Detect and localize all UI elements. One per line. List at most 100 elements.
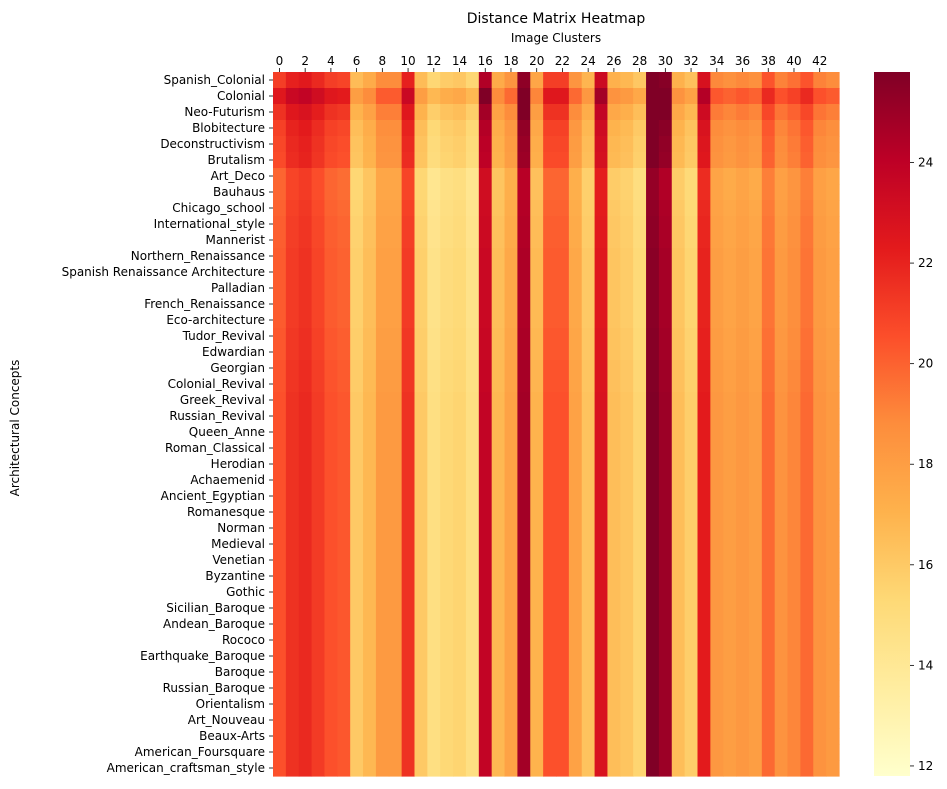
heatmap-cell (736, 616, 750, 633)
heatmap-cell (337, 536, 351, 553)
heatmap-cell (273, 104, 287, 121)
heatmap-cell (684, 216, 699, 233)
heatmap-cell (478, 88, 493, 105)
heatmap-cell (350, 424, 364, 441)
heatmap-cell (697, 376, 711, 393)
heatmap-cell (620, 632, 634, 649)
heatmap-cell (350, 312, 364, 329)
heatmap-cell (761, 232, 776, 249)
heatmap-cell (453, 680, 467, 697)
heatmap-cell (813, 232, 827, 249)
heatmap-cell (273, 120, 287, 137)
heatmap-cell (633, 120, 647, 137)
colorbar-tick-label: 22 (918, 256, 933, 270)
heatmap-cell (748, 728, 763, 745)
heatmap-cell (633, 504, 647, 521)
heatmap-cell (504, 184, 519, 201)
heatmap-cell (440, 376, 454, 393)
heatmap-cell (478, 360, 493, 377)
heatmap-cell (556, 536, 570, 553)
heatmap-cell (388, 104, 403, 121)
heatmap-cell (710, 520, 724, 537)
heatmap-cell (813, 520, 827, 537)
heatmap-cell (530, 536, 544, 553)
heatmap-cell (324, 632, 338, 649)
heatmap-cell (658, 248, 673, 265)
heatmap-cell (658, 168, 673, 185)
heatmap-cell (671, 296, 686, 313)
heatmap-cell (813, 152, 827, 169)
heatmap-cell (375, 712, 390, 729)
heatmap-cell (427, 168, 441, 185)
heatmap-cell (710, 168, 724, 185)
heatmap-cell (311, 504, 326, 521)
heatmap-cell (363, 424, 377, 441)
heatmap-cell (633, 632, 647, 649)
heatmap-cell (646, 728, 660, 745)
heatmap-cell (517, 248, 531, 265)
heatmap-cell (414, 72, 428, 89)
heatmap-cell (504, 264, 519, 281)
heatmap-cell (633, 600, 647, 617)
heatmap-cell (594, 712, 609, 729)
heatmap-cell (311, 344, 326, 361)
heatmap-cell (787, 536, 802, 553)
heatmap-cell (813, 488, 827, 505)
heatmap-cell (311, 616, 326, 633)
heatmap-cell (736, 392, 750, 409)
colorbar-tick-label: 14 (918, 658, 933, 672)
heatmap-cell (568, 744, 583, 761)
heatmap-cell (530, 72, 544, 89)
heatmap-cell (748, 648, 763, 665)
heatmap-cell (273, 200, 287, 217)
heatmap-cell (478, 120, 493, 137)
heatmap-cell (761, 744, 776, 761)
heatmap-cell (453, 152, 467, 169)
heatmap-cell (736, 712, 750, 729)
heatmap-cell (787, 728, 802, 745)
heatmap-cell (530, 360, 544, 377)
heatmap-cell (530, 632, 544, 649)
heatmap-cell (710, 72, 724, 89)
heatmap-cell (440, 296, 454, 313)
heatmap-cell (658, 152, 673, 169)
heatmap-cell (684, 232, 699, 249)
heatmap-cell (363, 392, 377, 409)
heatmap-cell (363, 616, 377, 633)
heatmap-cell (440, 648, 454, 665)
heatmap-cell (453, 760, 467, 777)
heatmap-cell (440, 248, 454, 265)
heatmap-cell (478, 280, 493, 297)
heatmap-cell (504, 536, 519, 553)
heatmap-cell (658, 344, 673, 361)
heatmap-cell (826, 648, 840, 665)
heatmap-cell (671, 520, 686, 537)
heatmap-cell (388, 184, 403, 201)
heatmap-cell (581, 472, 596, 489)
heatmap-cell (324, 616, 338, 633)
heatmap-cell (620, 728, 634, 745)
heatmap-cell (375, 312, 390, 329)
y-tick-label: Ancient_Egyptian (161, 489, 265, 503)
heatmap-cell (530, 488, 544, 505)
heatmap-cell (723, 360, 737, 377)
heatmap-cell (414, 376, 428, 393)
heatmap-cell (453, 216, 467, 233)
heatmap-cell (723, 520, 737, 537)
heatmap-cell (311, 168, 326, 185)
heatmap-cell (273, 392, 287, 409)
heatmap-cell (375, 72, 390, 89)
heatmap-cell (337, 360, 351, 377)
heatmap-cell (748, 440, 763, 457)
heatmap-cell (440, 616, 454, 633)
heatmap-cell (517, 600, 531, 617)
heatmap-cell (337, 696, 351, 713)
heatmap-cell (787, 552, 802, 569)
heatmap-cell (787, 376, 802, 393)
heatmap-cell (363, 232, 377, 249)
heatmap-cell (350, 600, 364, 617)
heatmap-cell (556, 344, 570, 361)
heatmap-cell (710, 440, 724, 457)
heatmap-cell (388, 424, 403, 441)
heatmap-cell (594, 520, 609, 537)
